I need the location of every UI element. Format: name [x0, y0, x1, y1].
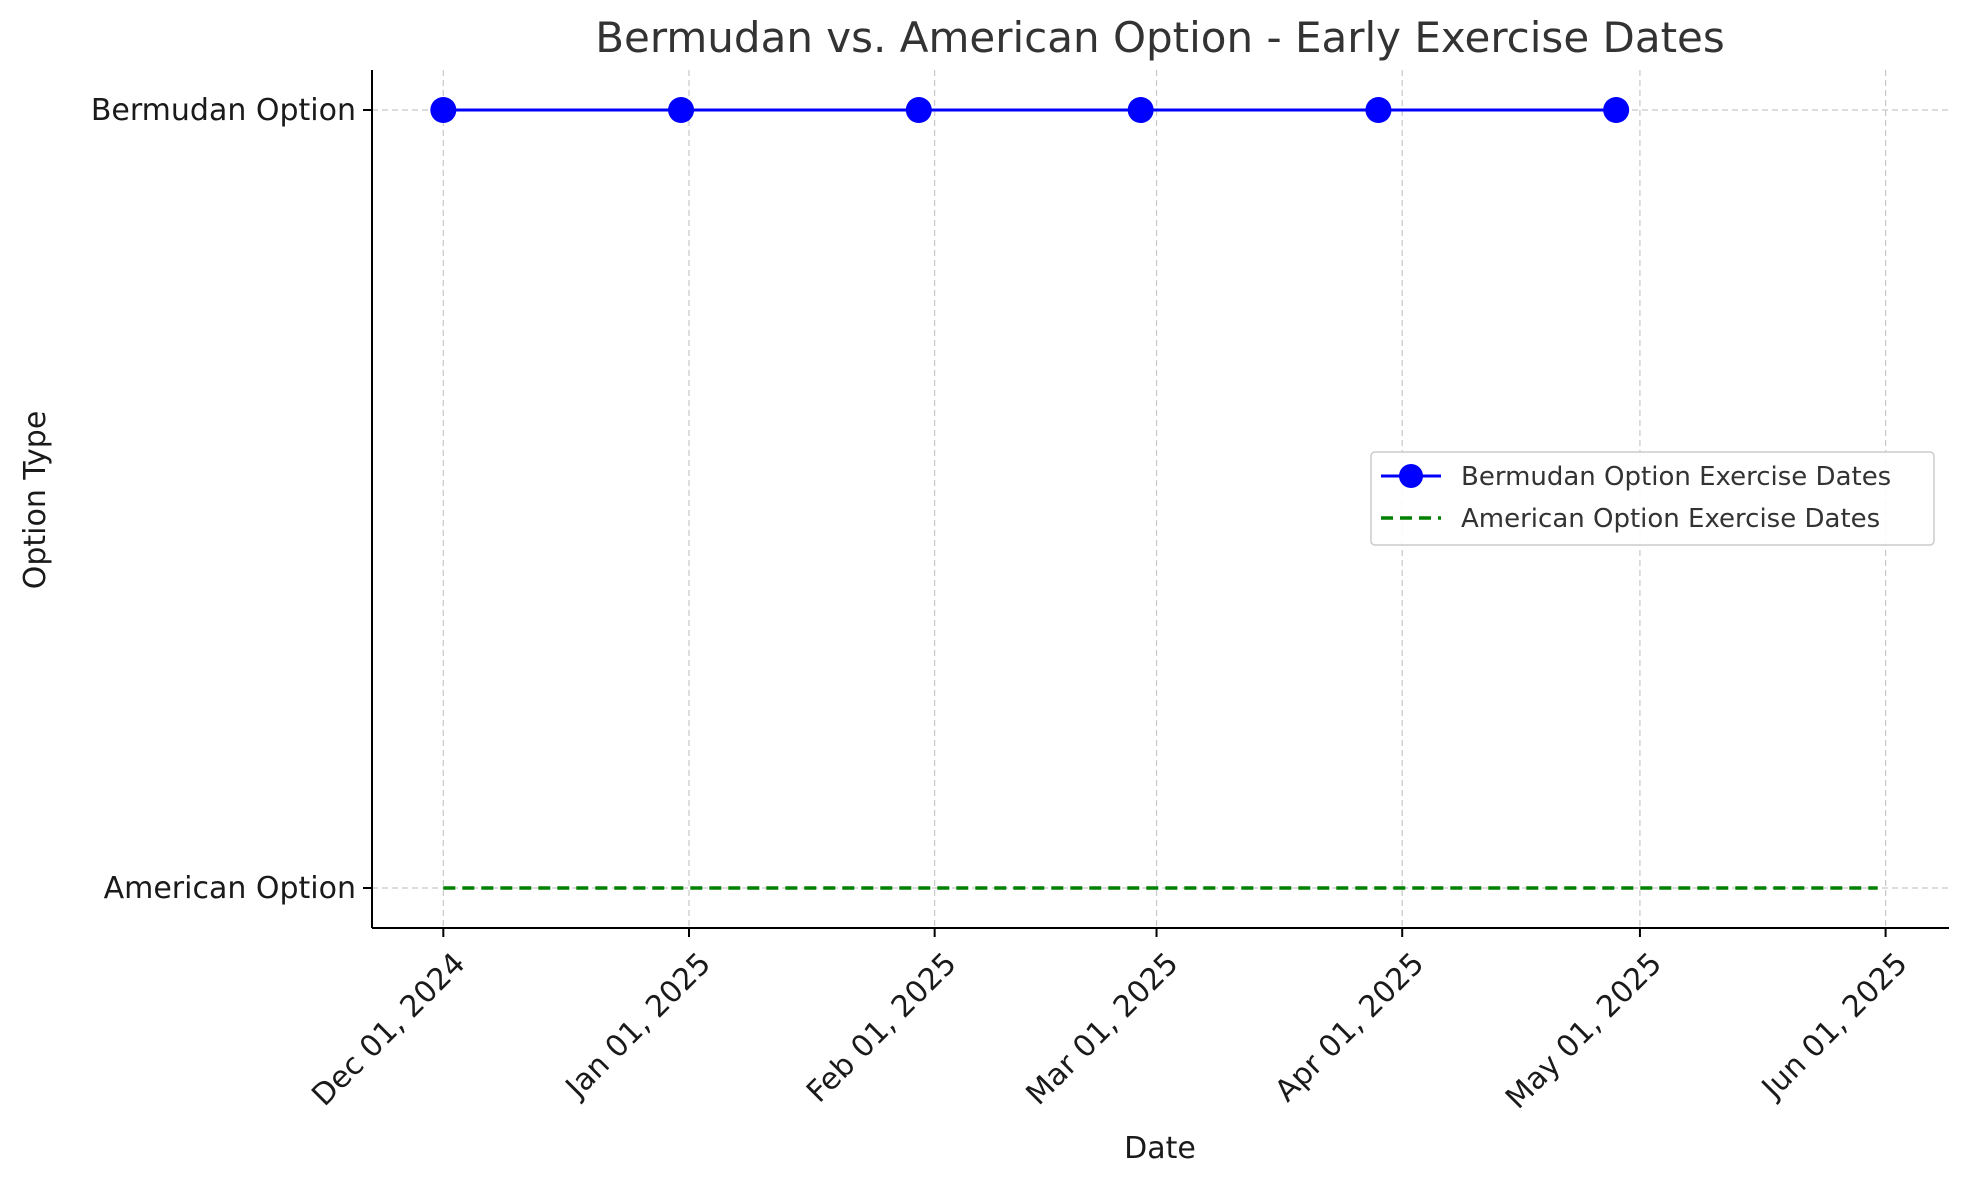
x-tick-label-4: Apr 01, 2025 — [1268, 946, 1431, 1109]
x-tick-label-3: Mar 01, 2025 — [1019, 946, 1185, 1112]
legend-box — [1370, 451, 1935, 546]
x-axis-label: Date — [1124, 1131, 1196, 1166]
legend-marker-bermudan — [1399, 464, 1423, 488]
legend-label-bermudan: Bermudan Option Exercise Dates — [1461, 462, 1891, 492]
x-tick-label-6: Jun 01, 2025 — [1754, 946, 1915, 1107]
y-axis-label: Option Type — [18, 411, 53, 590]
x-tick-label-5: May 01, 2025 — [1499, 946, 1669, 1116]
series-0-point-0 — [430, 97, 457, 123]
x-tick-label-1: Jan 01, 2025 — [558, 946, 718, 1106]
series-0-point-1 — [668, 97, 695, 123]
series-0-point-5 — [1603, 97, 1630, 123]
legend: Bermudan Option Exercise Dates American … — [1370, 451, 1935, 546]
chart-title: Bermudan vs. American Option - Early Exe… — [595, 13, 1725, 62]
series-0-point-3 — [1127, 97, 1154, 123]
x-tick-label-2: Feb 01, 2025 — [800, 946, 964, 1110]
axes: Dec 01, 2024 Jan 01, 2025 Feb 01, 2025 Mar … — [91, 70, 1949, 1116]
x-tick-label-0: Dec 01, 2024 — [305, 946, 472, 1113]
legend-label-american: American Option Exercise Dates — [1461, 504, 1880, 534]
y-tick-label-0: American Option — [104, 871, 356, 906]
series-0-point-4 — [1365, 97, 1392, 123]
series-0-point-2 — [905, 97, 932, 123]
y-tick-label-1: Bermudan Option — [91, 93, 356, 128]
series-layer — [430, 97, 1878, 890]
